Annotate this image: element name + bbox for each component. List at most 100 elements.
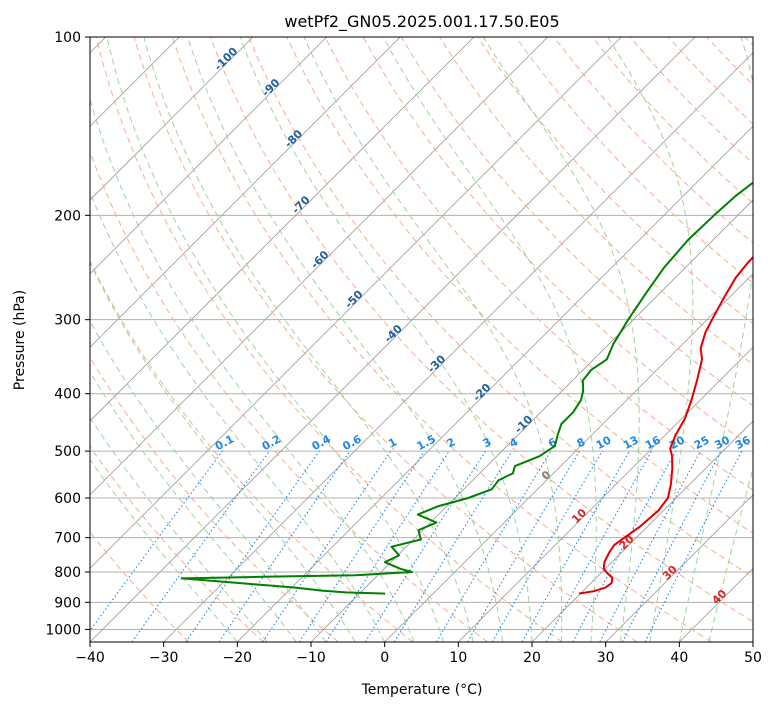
mixing-ratio-label: 13: [621, 433, 641, 452]
mixing-ratio-label: 0.1: [213, 432, 236, 453]
y-tick-label: 500: [54, 444, 81, 460]
y-tick-label: 100: [54, 30, 81, 46]
isotherm-label: -80: [282, 127, 305, 150]
plot-frame: [89, 36, 754, 643]
background-lines: [90, 37, 753, 642]
isotherm: [90, 37, 401, 348]
mixing-ratio-label: 30: [712, 433, 732, 452]
mixing-ratio-label: 1.5: [415, 432, 438, 453]
isotherm-label: -100: [212, 44, 241, 73]
mixing-ratio-label: 4: [507, 435, 520, 450]
isotherm: [90, 37, 254, 201]
x-tick-label: 30: [597, 650, 615, 666]
x-tick-label: 20: [523, 650, 541, 666]
mixing-ratio-line: [572, 450, 677, 642]
dry-adiabat: [171, 37, 712, 642]
isotherm: [237, 125, 753, 642]
isotherm: [310, 199, 753, 642]
isotherm: [752, 641, 753, 642]
y-axis-label: Pressure (hPa): [12, 290, 28, 390]
profile-lines: [180, 181, 753, 595]
dry-adiabat: [668, 37, 753, 125]
isotherm-label: -90: [259, 76, 282, 99]
mixing-ratio-line: [393, 450, 513, 642]
mixing-ratio-line: [644, 450, 743, 642]
dry-adiabat: [90, 445, 264, 642]
x-tick-label: −30: [149, 650, 179, 666]
isotherm: [679, 567, 753, 642]
dry-adiabat: [133, 37, 638, 642]
y-tick-label: 600: [54, 491, 81, 507]
temperature-line: [578, 255, 753, 595]
y-tick-label: 800: [54, 565, 81, 581]
moist-adiabat: [303, 37, 563, 642]
dry-adiabat: [95, 37, 563, 642]
isotherm-label: -60: [308, 248, 331, 271]
moist-adiabat: [90, 320, 327, 642]
moist-adiabat: [90, 416, 268, 642]
x-tick-label: 0: [380, 650, 389, 666]
mixing-ratio-label: 10: [594, 433, 614, 452]
mixing-ratio-line: [325, 450, 450, 642]
dry-adiabat: [706, 37, 753, 86]
mixing-ratio-line: [298, 450, 425, 642]
x-tick-label: −20: [223, 650, 253, 666]
moist-adiabat: [90, 97, 415, 642]
x-tick-label: 40: [670, 650, 688, 666]
dry-adiabat: [90, 356, 339, 642]
x-axis-label: Temperature (°C): [361, 682, 483, 698]
mixing-ratio-line: [185, 450, 320, 642]
x-tick-label: 50: [744, 650, 762, 666]
isotherm: [163, 52, 753, 642]
moist-adiabat: [90, 261, 356, 642]
isotherm-label: 10: [569, 506, 589, 526]
y-tick-label: 200: [54, 208, 81, 224]
mixing-ratio-line: [262, 450, 392, 642]
mixing-ratio-label: 25: [692, 433, 712, 452]
dry-adiabat: [210, 37, 753, 623]
dewpoint-line: [180, 181, 753, 595]
mixing-ratio-label: 8: [575, 435, 588, 450]
y-tick-label: 1000: [45, 622, 81, 638]
isotherm-label: 30: [660, 563, 680, 583]
moist-adiabat: [708, 466, 753, 642]
isotherm: [384, 273, 753, 642]
isotherm: [90, 37, 622, 569]
dry-adiabat: [286, 37, 753, 534]
mixing-ratio-line: [545, 450, 653, 642]
mixing-ratio-line: [364, 450, 486, 642]
mixing-ratio-line: [467, 450, 580, 642]
moist-adiabat: [90, 458, 238, 642]
moist-adiabat: [143, 37, 474, 642]
x-tick-label: −10: [296, 650, 326, 666]
dry-adiabat: [90, 531, 190, 642]
moist-adiabat: [239, 37, 533, 642]
mixing-ratio-label: 0.6: [340, 432, 364, 453]
y-tick-label: 900: [54, 595, 81, 611]
moist-adiabat: [187, 37, 503, 642]
moist-adiabat: [90, 370, 297, 642]
isotherm-label: -30: [425, 352, 448, 375]
moist-adiabat: [607, 37, 694, 642]
isotherm-label: -40: [382, 322, 405, 345]
y-tick-label: 700: [54, 531, 81, 547]
isotherm-label: 40: [709, 587, 729, 607]
mixing-ratio-line: [521, 450, 630, 642]
mixing-ratio-label: 20: [667, 433, 687, 452]
dry-adiabat: [90, 259, 414, 642]
dry-adiabat: [744, 37, 753, 47]
x-tick-label: −40: [75, 650, 105, 666]
mixing-ratio-label: 16: [643, 433, 663, 452]
moist-adiabat: [482, 37, 640, 642]
mixing-ratio-label: 0.4: [310, 432, 334, 453]
mixing-ratio-line: [131, 450, 270, 642]
mixing-ratio-label: 36: [733, 433, 753, 452]
mixing-ratio-line: [218, 450, 351, 642]
isotherm-label: -70: [289, 193, 312, 216]
dry-adiabat: [515, 37, 753, 284]
isotherm: [90, 37, 475, 422]
isotherm-label: -50: [342, 288, 365, 311]
moist-adiabat: [678, 37, 753, 642]
isotherm-label: -10: [512, 412, 535, 435]
